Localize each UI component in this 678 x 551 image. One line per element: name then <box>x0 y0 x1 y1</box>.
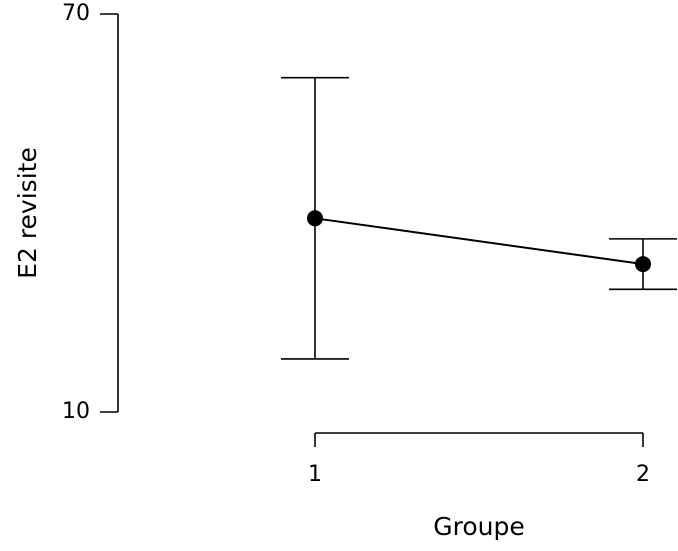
x-axis-label: Groupe <box>433 512 525 541</box>
line <box>314 217 644 266</box>
y-axis-label: E2 revisite <box>13 147 42 279</box>
y-tick-label: 70 <box>62 1 90 26</box>
point <box>635 256 651 273</box>
y-tick-label: 10 <box>62 399 90 424</box>
point <box>307 210 323 227</box>
x-tick-label: 2 <box>636 462 650 487</box>
x-tick-label: 1 <box>308 462 322 487</box>
